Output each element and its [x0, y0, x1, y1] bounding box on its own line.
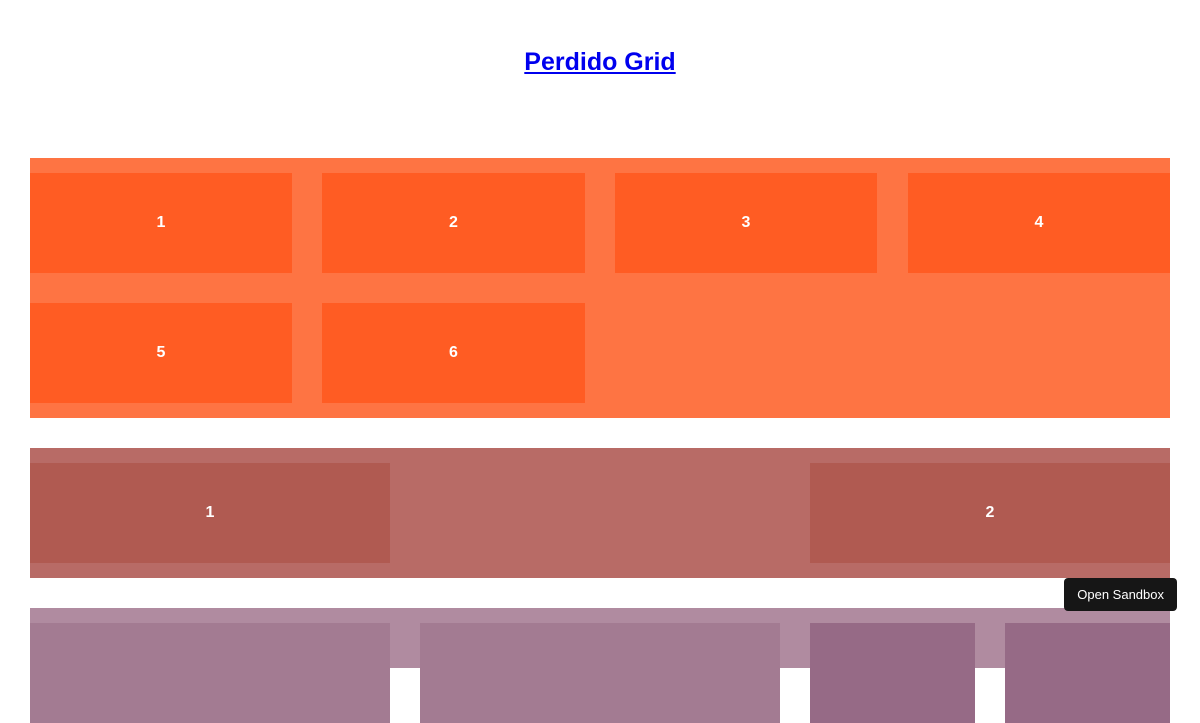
grid-item: 6 [322, 303, 585, 403]
grid-item [30, 623, 390, 723]
grid-item: 2 [810, 463, 1170, 563]
grid-section-1: 1 2 3 4 5 6 [30, 158, 1170, 418]
grid-section-3 [30, 608, 1170, 723]
grid-item: 1 [30, 463, 390, 563]
open-sandbox-button[interactable]: Open Sandbox [1064, 578, 1177, 611]
title-link[interactable]: Perdido Grid [524, 48, 676, 76]
grid-item [1005, 623, 1170, 723]
grid-item [810, 623, 975, 723]
grid-item: 3 [615, 173, 877, 273]
grid-item: 1 [30, 173, 292, 273]
grid-item: 4 [908, 173, 1170, 273]
grid-item [420, 623, 780, 723]
grid-item: 5 [30, 303, 292, 403]
grid-item: 2 [322, 173, 585, 273]
grid-section-2: 1 2 [30, 448, 1170, 578]
page-title: Perdido Grid [0, 48, 1200, 77]
